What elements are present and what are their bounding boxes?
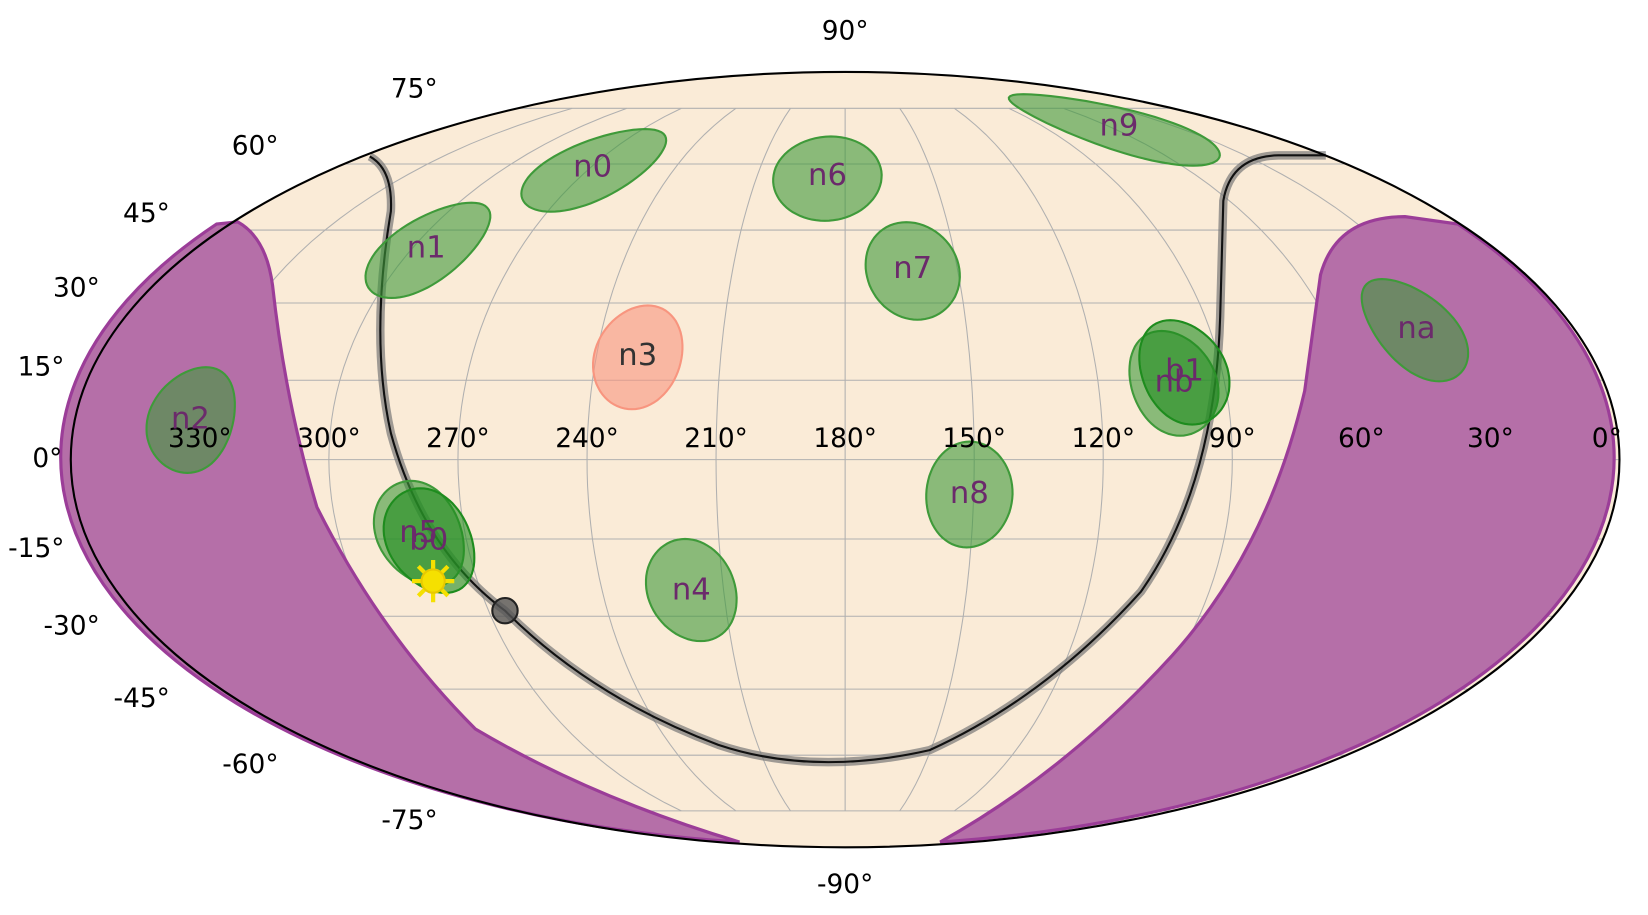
detectors — [145, 93, 1470, 643]
detector-label: n5 — [399, 515, 438, 550]
detector-region — [520, 128, 668, 213]
detector-label: n7 — [893, 251, 932, 286]
detector-region — [772, 135, 883, 222]
detector-label: na — [1397, 311, 1435, 346]
x-tick-label: 240° — [555, 423, 619, 454]
x-tick-label: 120° — [1071, 423, 1135, 454]
grid-line — [715, 108, 791, 812]
x-tick-label: 330° — [168, 423, 232, 454]
detector-label: n4 — [672, 572, 711, 607]
x-tick-label: 90° — [1209, 423, 1256, 454]
detector-region — [592, 304, 684, 411]
y-tick-label: 60° — [232, 131, 279, 162]
x-tick-label: 270° — [426, 423, 490, 454]
y-tick-label: -45° — [113, 683, 169, 714]
y-tick-label: -90° — [817, 869, 873, 900]
y-tick-label: 15° — [18, 352, 65, 383]
x-tick-label: 210° — [684, 423, 748, 454]
detector-label: n3 — [618, 338, 657, 373]
detector-region — [364, 201, 492, 300]
y-tick-label: 45° — [123, 198, 170, 229]
detector-label: b0 — [409, 523, 448, 558]
x-tick-label: 180° — [813, 423, 877, 454]
x-tick-label: 30° — [1467, 423, 1514, 454]
detector-region — [1007, 93, 1221, 167]
detector-region — [1360, 278, 1470, 383]
detector-label: n0 — [573, 150, 612, 185]
galactic-plane-line — [369, 154, 1326, 764]
detector-label: n1 — [407, 230, 446, 265]
detector-region — [644, 537, 738, 643]
detector-label: n9 — [1099, 108, 1138, 143]
x-tick-label: 150° — [942, 423, 1006, 454]
earth-occultation — [59, 220, 740, 844]
y-tick-label: 90° — [822, 15, 869, 46]
y-tick-label: -60° — [222, 749, 278, 780]
detector-label: b1 — [1165, 353, 1204, 388]
detector-label: n6 — [808, 158, 847, 193]
y-tick-label: -75° — [381, 805, 437, 836]
detector-label: nb — [1155, 364, 1194, 399]
y-tick-label: 30° — [53, 273, 100, 304]
detector-label: n2 — [171, 401, 210, 436]
detector-region — [145, 366, 236, 474]
y-tick-label: 75° — [391, 73, 438, 104]
detector-region — [1138, 319, 1231, 426]
x-tick-label: 0° — [1592, 423, 1622, 454]
labels: 90° 75° 60° 45° 30° 15° 0° -15° -30° -45° -60° -75°… — [8, 15, 1622, 900]
grid-line — [954, 107, 1104, 812]
sky-border — [69, 70, 1621, 849]
x-tick-label: 60° — [1338, 423, 1385, 454]
detector-region — [925, 440, 1014, 549]
y-tick-label: -30° — [43, 610, 99, 641]
galactic-center — [491, 596, 519, 625]
y-tick-label: -15° — [8, 533, 64, 564]
detector-region — [864, 221, 961, 321]
sun-disk — [420, 568, 446, 594]
x-tick-label: 300° — [297, 423, 361, 454]
sun — [412, 559, 455, 603]
detector-label: n8 — [950, 476, 989, 511]
y-tick-label: 0° — [32, 443, 62, 474]
